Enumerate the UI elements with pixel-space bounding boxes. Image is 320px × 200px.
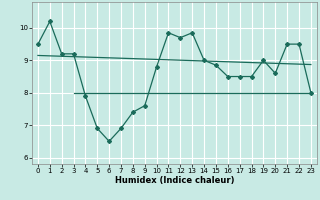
X-axis label: Humidex (Indice chaleur): Humidex (Indice chaleur) [115,176,234,185]
